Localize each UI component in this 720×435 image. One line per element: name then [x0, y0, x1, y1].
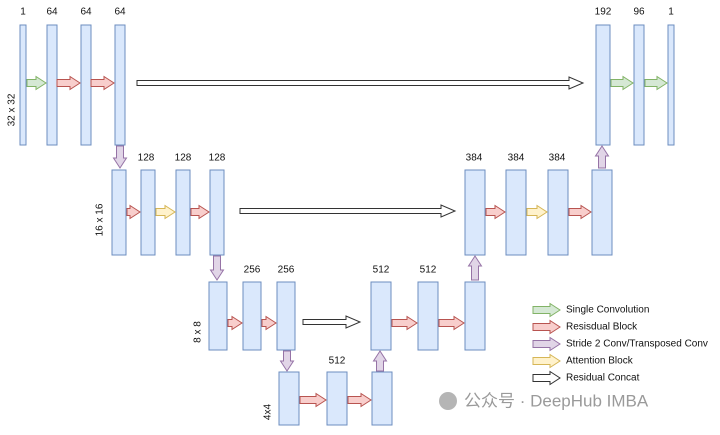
arrow	[56, 75, 81, 91]
arrow	[467, 255, 483, 281]
channel-label: 96	[633, 7, 645, 18]
block	[417, 281, 439, 351]
legend-label: Residual Concat	[566, 373, 640, 384]
block	[464, 281, 486, 351]
channel-label: 128	[175, 153, 192, 164]
arrow	[126, 204, 141, 220]
block	[19, 24, 27, 146]
legend-label: Attention Block	[566, 356, 634, 367]
watermark-icon	[439, 392, 457, 410]
block	[547, 169, 569, 256]
arrow	[526, 204, 548, 220]
arrow	[299, 392, 327, 408]
legend-label: Single Convolution	[566, 305, 649, 316]
arrow	[261, 315, 277, 331]
block	[633, 24, 645, 146]
arrow	[372, 350, 388, 372]
channel-label: 128	[138, 153, 155, 164]
resolution-label: 16 x 16	[95, 203, 106, 236]
arrow	[136, 76, 585, 90]
arrow	[391, 315, 418, 331]
block	[595, 24, 611, 146]
arrow	[26, 75, 47, 91]
block	[371, 371, 393, 426]
channel-label: 1	[668, 7, 674, 18]
arrow	[532, 370, 561, 386]
arrow	[227, 315, 243, 331]
channel-label: 64	[46, 7, 58, 18]
arrow	[532, 319, 561, 335]
block	[140, 169, 156, 256]
resolution-label: 8 x 8	[193, 321, 204, 343]
arrow	[155, 204, 176, 220]
channel-label: 128	[209, 153, 226, 164]
block	[208, 281, 228, 351]
block	[370, 281, 392, 351]
legend-label: Resisdual Block	[566, 322, 638, 333]
channel-label: 64	[80, 7, 92, 18]
channel-label: 512	[420, 265, 437, 276]
block	[464, 169, 486, 256]
block	[326, 371, 348, 426]
arrow	[610, 75, 634, 91]
resolution-label: 4x4	[263, 404, 274, 421]
block	[46, 24, 58, 146]
channel-label: 384	[549, 153, 566, 164]
block	[276, 281, 296, 351]
arrow	[532, 336, 561, 352]
arrow	[112, 145, 128, 169]
arrow	[209, 255, 225, 281]
arrow	[438, 315, 465, 331]
arrow	[90, 75, 115, 91]
block	[242, 281, 262, 351]
arrow	[239, 204, 457, 218]
channel-label: 192	[595, 7, 612, 18]
block	[111, 169, 127, 256]
arrow	[485, 204, 506, 220]
arrow	[594, 145, 610, 169]
block	[175, 169, 191, 256]
block	[209, 169, 225, 256]
arrow	[568, 204, 592, 220]
arrow	[532, 302, 561, 318]
arrow	[279, 350, 295, 372]
resolution-label: 32 x 32	[7, 93, 18, 126]
channel-label: 384	[466, 153, 483, 164]
channel-label: 384	[508, 153, 525, 164]
channel-label: 256	[278, 265, 295, 276]
legend-label: Stride 2 Conv/Transposed Conv	[566, 339, 708, 350]
channel-label: 512	[329, 356, 346, 367]
channel-label: 64	[114, 7, 126, 18]
channel-label: 512	[373, 265, 390, 276]
arrow	[532, 353, 561, 369]
block	[505, 169, 527, 256]
channel-label: 1	[20, 7, 26, 18]
block	[114, 24, 126, 146]
arrow	[302, 315, 362, 329]
block	[80, 24, 92, 146]
block	[278, 371, 300, 426]
arrow	[347, 392, 372, 408]
arrow	[190, 204, 210, 220]
block	[591, 169, 613, 256]
block	[667, 24, 675, 146]
arrow	[644, 75, 668, 91]
watermark: 公众号 · DeepHub IMBA	[464, 391, 649, 410]
channel-label: 256	[244, 265, 261, 276]
